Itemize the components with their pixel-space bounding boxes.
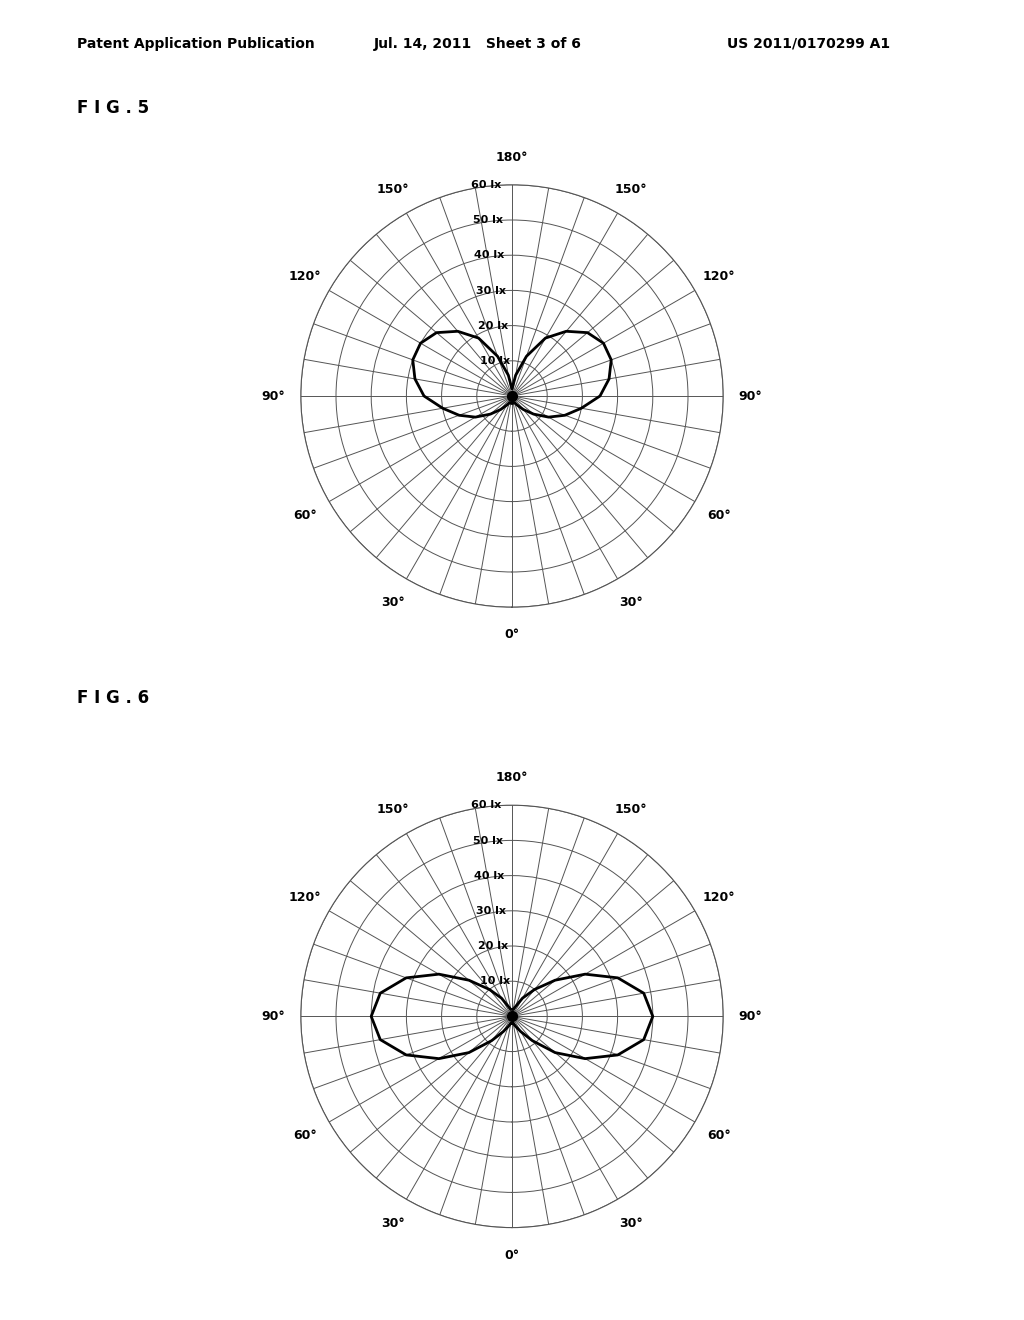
- Text: 90°: 90°: [738, 389, 763, 403]
- Text: 0°: 0°: [505, 628, 519, 642]
- Text: 20 lx: 20 lx: [478, 321, 508, 331]
- Text: 150°: 150°: [377, 182, 409, 195]
- Text: 30°: 30°: [381, 1217, 404, 1230]
- Text: 40 lx: 40 lx: [474, 871, 505, 880]
- Text: 50 lx: 50 lx: [473, 836, 503, 846]
- Text: 30°: 30°: [620, 597, 643, 610]
- Text: 30°: 30°: [620, 1217, 643, 1230]
- Text: 40 lx: 40 lx: [474, 251, 505, 260]
- Text: 120°: 120°: [289, 891, 322, 904]
- Text: 90°: 90°: [738, 1010, 763, 1023]
- Text: 60 lx: 60 lx: [471, 800, 501, 810]
- Text: 90°: 90°: [261, 389, 286, 403]
- Text: 10 lx: 10 lx: [480, 356, 510, 366]
- Text: 180°: 180°: [496, 150, 528, 164]
- Text: 60°: 60°: [294, 508, 317, 521]
- Text: 30°: 30°: [381, 597, 404, 610]
- Text: 60°: 60°: [707, 1129, 730, 1142]
- Text: 20 lx: 20 lx: [478, 941, 508, 952]
- Text: 60°: 60°: [294, 1129, 317, 1142]
- Text: 120°: 120°: [289, 271, 322, 284]
- Text: F I G . 5: F I G . 5: [77, 99, 148, 117]
- Text: 150°: 150°: [615, 182, 647, 195]
- Text: 30 lx: 30 lx: [476, 906, 507, 916]
- Text: Jul. 14, 2011   Sheet 3 of 6: Jul. 14, 2011 Sheet 3 of 6: [374, 37, 582, 51]
- Text: 0°: 0°: [505, 1249, 519, 1262]
- Text: 30 lx: 30 lx: [476, 285, 507, 296]
- Text: 60°: 60°: [707, 508, 730, 521]
- Text: 60 lx: 60 lx: [471, 180, 501, 190]
- Text: 90°: 90°: [261, 1010, 286, 1023]
- Text: 150°: 150°: [615, 803, 647, 816]
- Text: 150°: 150°: [377, 803, 409, 816]
- Text: 10 lx: 10 lx: [480, 977, 510, 986]
- Text: F I G . 6: F I G . 6: [77, 689, 148, 708]
- Text: Patent Application Publication: Patent Application Publication: [77, 37, 314, 51]
- Text: US 2011/0170299 A1: US 2011/0170299 A1: [727, 37, 890, 51]
- Text: 120°: 120°: [702, 271, 735, 284]
- Text: 50 lx: 50 lx: [473, 215, 503, 226]
- Text: 180°: 180°: [496, 771, 528, 784]
- Text: 120°: 120°: [702, 891, 735, 904]
